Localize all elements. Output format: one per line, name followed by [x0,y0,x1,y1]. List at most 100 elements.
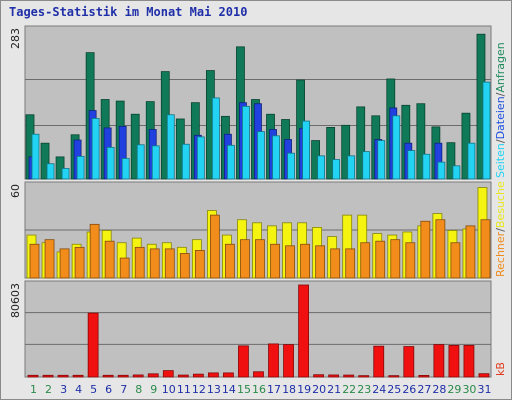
bar-seiten-day-3 [61,168,70,180]
bar-kb-day-14 [223,372,234,378]
bar-rechner-day-14 [225,243,235,279]
x-tick-label-day-23: 23 [357,383,371,396]
bar-rechner-day-3 [59,248,70,279]
bar-seiten-day-24 [377,140,386,180]
panel-top-ymax-label: 283 [9,28,22,49]
bar-rechner-day-21 [330,248,341,279]
bar-kb-day-12 [192,373,204,378]
bar-rechner-day-5 [89,223,100,279]
bar-seiten-day-10 [166,114,175,180]
bar-rechner-day-19 [300,243,310,279]
bar-kb-day-8 [132,374,144,378]
x-tick-label-day-5: 5 [90,383,97,396]
x-tick-label-day-1: 1 [30,383,37,396]
bar-rechner-day-20 [315,245,326,279]
bar-kb-day-18 [283,344,294,378]
x-tick-label-day-9: 9 [150,383,157,396]
bar-rechner-day-28 [435,219,446,279]
bar-seiten-day-26 [407,150,416,180]
bar-kb-day-4 [72,374,84,378]
bar-anfragen-day-27 [416,103,426,180]
bar-kb-day-31 [478,373,490,378]
bar-kb-day-5 [87,312,99,378]
legend-entry: / [494,139,507,143]
bar-kb-day-16 [253,371,264,378]
bar-seiten-day-5 [91,118,100,180]
legend-entry: kB [494,362,507,376]
bar-rechner-day-18 [285,245,295,279]
bar-seiten-day-21 [332,159,341,180]
bar-kb-day-15 [238,345,249,378]
bar-seiten-day-6 [106,147,115,180]
bar-seiten-day-22 [347,155,356,180]
x-tick-label-day-8: 8 [135,383,142,396]
x-tick-label-day-28: 28 [432,383,446,396]
bar-seiten-day-15 [242,105,250,180]
bar-rechner-day-1 [29,243,40,279]
bar-seiten-day-13 [211,97,220,180]
bar-seiten-day-30 [467,142,476,180]
bar-kb-day-1 [27,374,39,378]
bar-anfragen-day-21 [326,127,336,180]
x-tick-label-day-18: 18 [282,383,296,396]
bar-seiten-day-4 [76,155,85,180]
bar-seiten-day-31 [482,81,491,180]
bar-anfragen-day-3 [55,156,65,180]
chart-title: Tages-Statistik im Monat Mai 2010 [9,5,248,19]
bar-rechner-day-25 [390,239,401,279]
bar-seiten-day-25 [392,115,401,180]
bar-rechner-day-7 [119,257,130,279]
bar-seiten-day-20 [317,155,326,180]
bar-rechner-day-12 [194,249,205,279]
bar-kb-day-26 [403,346,415,378]
bar-seiten-day-17 [272,135,280,180]
bar-rechner-day-8 [134,246,145,279]
bar-kb-day-30 [463,344,475,378]
x-tick-label-day-12: 12 [192,383,206,396]
bar-rechner-day-29 [450,242,461,279]
bar-anfragen-day-23 [356,106,366,180]
bar-rechner-day-4 [74,246,85,279]
x-tick-label-day-3: 3 [60,383,67,396]
bar-rechner-day-10 [164,248,175,279]
bar-seiten-day-27 [422,153,431,180]
bar-rechner-day-27 [420,220,431,279]
x-tick-label-day-24: 24 [372,383,386,396]
x-tick-label-day-30: 30 [462,383,476,396]
bar-rechner-day-2 [44,239,55,279]
bar-seiten-day-23 [362,151,371,180]
bar-seiten-day-14 [227,144,235,180]
legend-entry: / [494,92,507,96]
legend-entry: / [494,228,507,232]
panel-middle-ymax-label: 60 [9,184,22,198]
x-tick-label-day-25: 25 [387,383,401,396]
bar-kb-day-24 [373,345,385,378]
bar-seiten-day-12 [196,136,205,180]
bar-rechner-day-31 [480,219,491,279]
bar-kb-day-27 [418,375,430,378]
bar-kb-day-10 [162,370,174,378]
bar-kb-day-29 [448,344,460,378]
bar-anfragen-day-29 [446,142,456,180]
bar-seiten-day-2 [46,163,55,180]
bar-seiten-day-11 [181,143,190,180]
x-tick-label-day-4: 4 [75,383,82,396]
legend-entry: Dateien [494,96,507,139]
legend-entry: Anfragen [494,42,507,92]
bar-rechner-day-26 [405,242,416,279]
x-tick-label-day-31: 31 [477,383,491,396]
bar-kb-day-11 [177,374,189,378]
legend-entry: Rechner [494,231,507,277]
x-tick-label-day-15: 15 [237,383,251,396]
bar-kb-day-17 [268,343,279,378]
bar-kb-day-19 [298,284,309,378]
bar-rechner-day-22 [345,248,356,279]
panel-bottom-legend: kB [494,362,507,376]
bar-kb-day-7 [117,374,129,378]
bar-kb-day-28 [433,344,445,378]
legend-entry: Seiten [494,143,507,178]
bar-rechner-day-6 [104,240,115,279]
x-tick-label-day-21: 21 [327,383,341,396]
bar-seiten-day-29 [452,165,461,180]
